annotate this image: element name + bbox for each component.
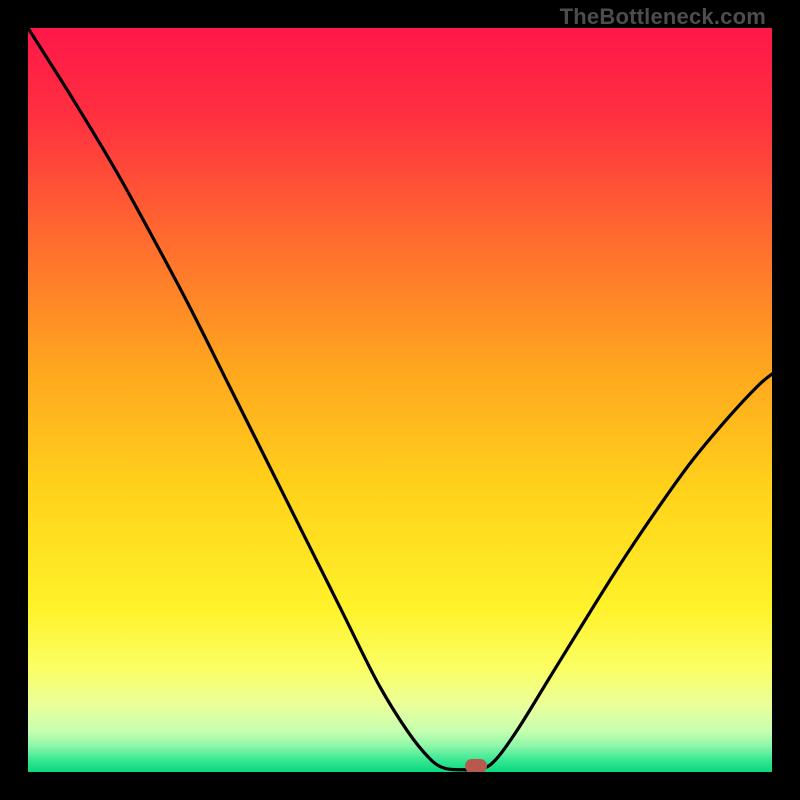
chart-frame: TheBottleneck.com — [0, 0, 800, 800]
watermark-text: TheBottleneck.com — [560, 4, 766, 30]
curve-path — [28, 28, 772, 770]
bottleneck-curve — [28, 28, 772, 772]
optimal-point-marker — [465, 759, 487, 773]
